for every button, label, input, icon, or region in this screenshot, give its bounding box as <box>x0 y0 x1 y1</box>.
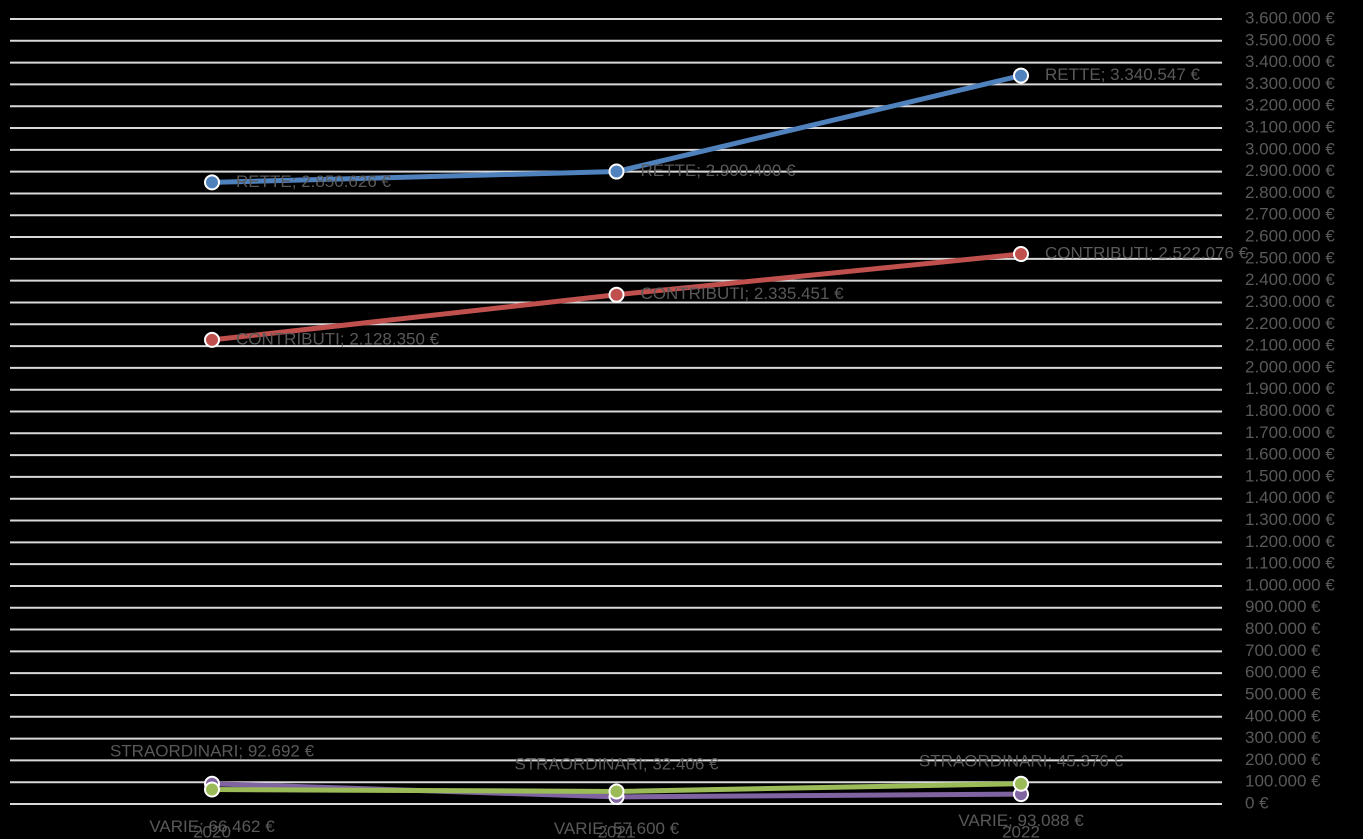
y-tick-label: 0 € <box>1245 793 1269 812</box>
y-tick-label: 200.000 € <box>1245 750 1321 769</box>
y-tick-label: 2.500.000 € <box>1245 248 1335 267</box>
marker <box>608 286 625 303</box>
data-label: RETTE; 2.850.626 € <box>236 172 392 191</box>
y-tick-label: 600.000 € <box>1245 663 1321 682</box>
y-tick-label: 1.300.000 € <box>1245 510 1335 529</box>
y-tick-label: 3.000.000 € <box>1245 139 1335 158</box>
y-tick-label: 3.100.000 € <box>1245 118 1335 137</box>
marker <box>204 331 220 348</box>
marker <box>1013 67 1029 84</box>
data-label: STRAORDINARI; 45.376 € <box>919 752 1124 771</box>
y-tick-label: 2.800.000 € <box>1245 183 1335 202</box>
marker <box>608 163 625 180</box>
y-tick-label: 700.000 € <box>1245 641 1321 660</box>
y-tick-label: 2.000.000 € <box>1245 357 1335 376</box>
y-tick-label: 2.700.000 € <box>1245 205 1335 224</box>
data-label: CONTRIBUTI; 2.522.076 € <box>1045 244 1249 263</box>
y-tick-label: 800.000 € <box>1245 619 1321 638</box>
y-tick-label: 500.000 € <box>1245 684 1321 703</box>
y-tick-label: 1.500.000 € <box>1245 466 1335 485</box>
y-tick-label: 2.400.000 € <box>1245 270 1335 289</box>
y-tick-label: 3.300.000 € <box>1245 74 1335 93</box>
y-tick-label: 1.600.000 € <box>1245 445 1335 464</box>
marker <box>1013 246 1029 263</box>
data-label: CONTRIBUTI; 2.128.350 € <box>236 329 440 348</box>
data-label: VARIE; 66.462 € <box>149 817 275 836</box>
x-tick-label: 2021 <box>598 822 636 839</box>
y-tick-label: 300.000 € <box>1245 728 1321 747</box>
y-tick-label: 1.900.000 € <box>1245 379 1335 398</box>
y-tick-label: 2.900.000 € <box>1245 161 1335 180</box>
y-tick-label: 2.600.000 € <box>1245 227 1335 246</box>
y-tick-label: 100.000 € <box>1245 772 1321 791</box>
marker <box>204 781 220 798</box>
data-label: STRAORDINARI; 92.692 € <box>110 741 315 760</box>
y-tick-label: 3.500.000 € <box>1245 30 1335 49</box>
y-tick-label: 1.800.000 € <box>1245 401 1335 420</box>
data-label: RETTE; 3.340.547 € <box>1045 65 1201 84</box>
y-tick-label: 1.100.000 € <box>1245 554 1335 573</box>
data-label: CONTRIBUTI; 2.335.451 € <box>641 284 845 303</box>
marker <box>204 174 220 191</box>
y-tick-label: 1.700.000 € <box>1245 423 1335 442</box>
y-tick-label: 400.000 € <box>1245 706 1321 725</box>
y-tick-label: 900.000 € <box>1245 597 1321 616</box>
data-label: STRAORDINARI; 32.406 € <box>514 754 719 773</box>
y-tick-label: 3.600.000 € <box>1245 8 1335 27</box>
x-tick-label: 2022 <box>1002 822 1040 839</box>
data-label: VARIE; 57.600 € <box>554 819 680 838</box>
y-tick-label: 1.000.000 € <box>1245 575 1335 594</box>
data-label: VARIE; 93.088 € <box>958 811 1084 830</box>
y-tick-label: 1.400.000 € <box>1245 488 1335 507</box>
y-tick-label: 3.200.000 € <box>1245 96 1335 115</box>
marker <box>1013 775 1029 792</box>
y-tick-label: 2.200.000 € <box>1245 314 1335 333</box>
data-label: RETTE; 2.900.400 € <box>641 161 797 180</box>
y-tick-label: 2.300.000 € <box>1245 292 1335 311</box>
y-tick-label: 1.200.000 € <box>1245 532 1335 551</box>
y-tick-label: 2.100.000 € <box>1245 336 1335 355</box>
marker <box>608 783 625 800</box>
x-tick-label: 2020 <box>193 822 231 839</box>
y-tick-label: 3.400.000 € <box>1245 52 1335 71</box>
